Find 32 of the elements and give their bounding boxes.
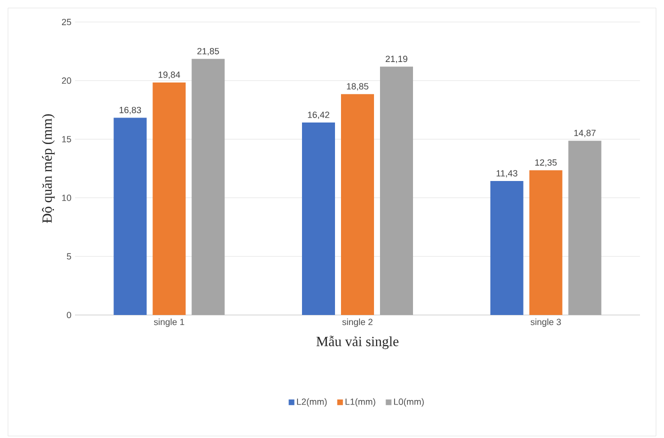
- y-axis-title: Độ quăn mép (mm): [42, 114, 55, 223]
- bar: [192, 58, 225, 315]
- data-label: 16,83: [120, 106, 141, 114]
- data-label: 14,87: [574, 130, 596, 138]
- legend-label: L2(mm): [297, 398, 327, 407]
- legend-label: L1(mm): [346, 398, 376, 407]
- data-label: 12,35: [535, 159, 557, 167]
- y-tick-label: 0: [66, 312, 72, 318]
- y-tick-label: 20: [62, 77, 72, 84]
- bar: [490, 181, 524, 315]
- data-label: 11,43: [496, 170, 518, 178]
- data-label: 21,85: [197, 48, 220, 56]
- bar: [152, 82, 186, 315]
- bar: [302, 122, 335, 315]
- data-label: 21,19: [386, 56, 408, 64]
- data-label: 19,84: [158, 72, 180, 79]
- bar: [341, 94, 374, 315]
- bar: [114, 118, 147, 315]
- x-tick-label: single 2: [342, 318, 372, 327]
- legend-label: L0(mm): [394, 398, 424, 407]
- x-tick-label: single 3: [530, 318, 561, 327]
- bar: [529, 170, 562, 315]
- y-tick-label: 10: [62, 194, 72, 201]
- y-tick-label: 15: [62, 136, 72, 142]
- x-axis-title: Mẫu vải single: [316, 336, 398, 350]
- y-tick-label: 5: [66, 253, 72, 260]
- y-tick-label: 25: [62, 18, 72, 26]
- bar: [380, 66, 414, 315]
- data-label: 18,85: [346, 83, 368, 91]
- x-tick-label: single 1: [154, 318, 184, 327]
- bar: [568, 140, 602, 315]
- data-label: 16,42: [308, 112, 330, 120]
